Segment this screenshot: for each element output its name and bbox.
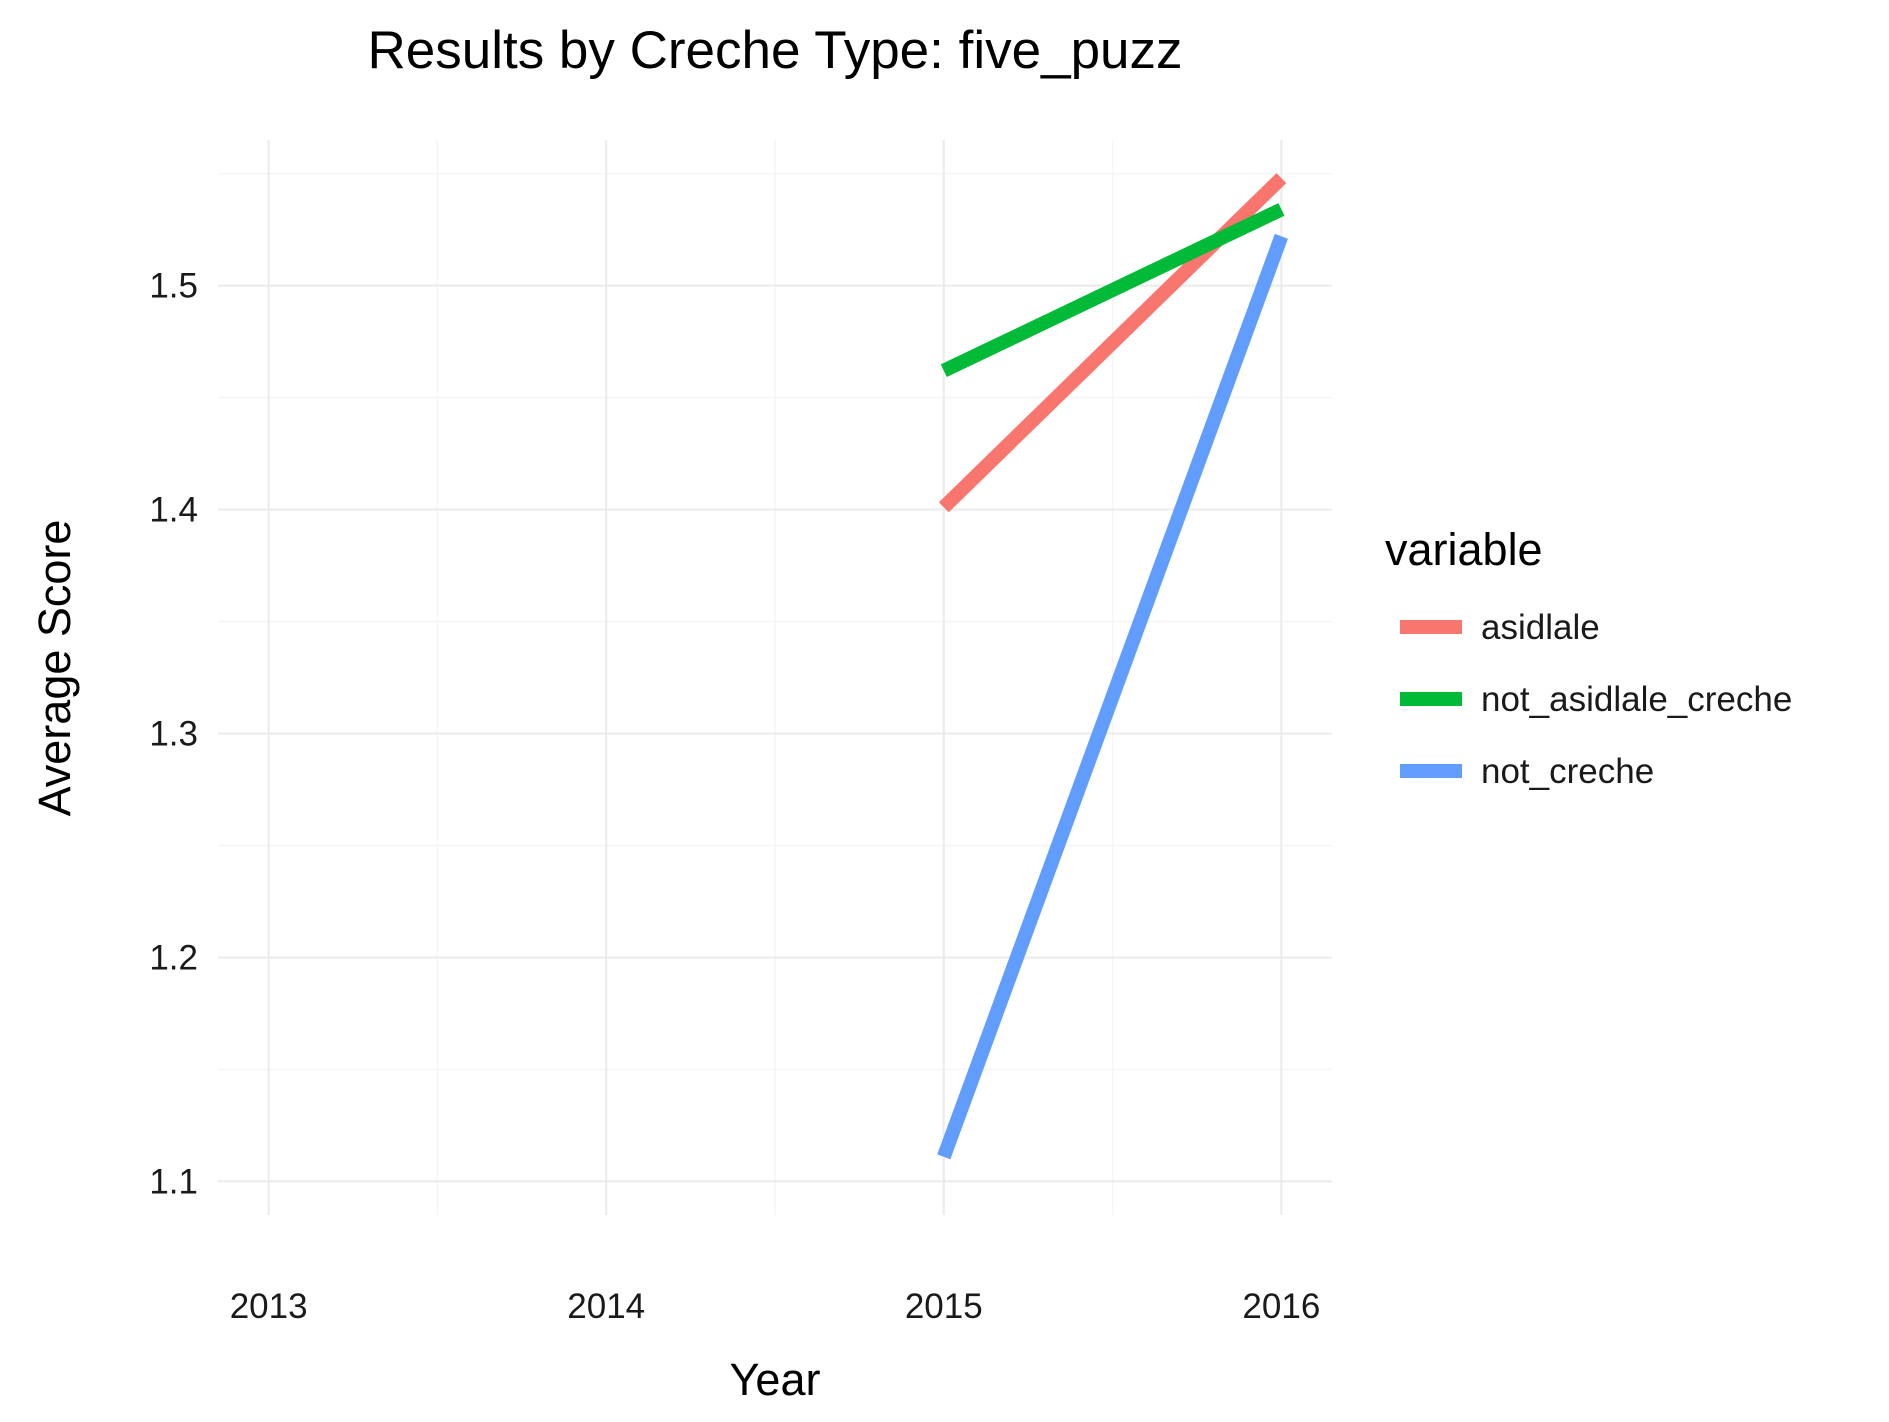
legend-items: asidlale not_asidlale_creche not_creche (1400, 608, 1792, 791)
grid (218, 140, 1332, 1215)
x-tick-label: 2016 (1242, 1287, 1320, 1326)
series-lines (937, 173, 1288, 1160)
y-tick-label: 1.3 (149, 714, 198, 753)
series-line-not_asidlale_creche (940, 203, 1285, 378)
legend-label: not_asidlale_creche (1481, 680, 1792, 719)
legend-title: variable (1385, 524, 1543, 575)
y-axis-title: Average Score (29, 520, 80, 817)
y-tick-label: 1.5 (149, 267, 198, 306)
legend: variable asidlale not_asidlale_creche not_… (1385, 524, 1792, 791)
x-tick-label: 2014 (567, 1287, 645, 1326)
legend-label: not_creche (1481, 752, 1654, 791)
x-axis-ticks: 2013 2014 2015 2016 (230, 1287, 1321, 1326)
y-tick-label: 1.2 (149, 938, 198, 977)
x-axis-title: Year (730, 1354, 821, 1405)
chart-title: Results by Creche Type: five_puzz (367, 21, 1182, 80)
x-tick-label: 2013 (230, 1287, 308, 1326)
legend-label: asidlale (1481, 608, 1600, 647)
y-tick-label: 1.1 (149, 1162, 198, 1201)
x-tick-label: 2015 (905, 1287, 983, 1326)
series-line-not_creche (937, 233, 1288, 1160)
y-axis-ticks: 1.1 1.2 1.3 1.4 1.5 (149, 267, 198, 1202)
y-tick-label: 1.4 (149, 491, 198, 530)
